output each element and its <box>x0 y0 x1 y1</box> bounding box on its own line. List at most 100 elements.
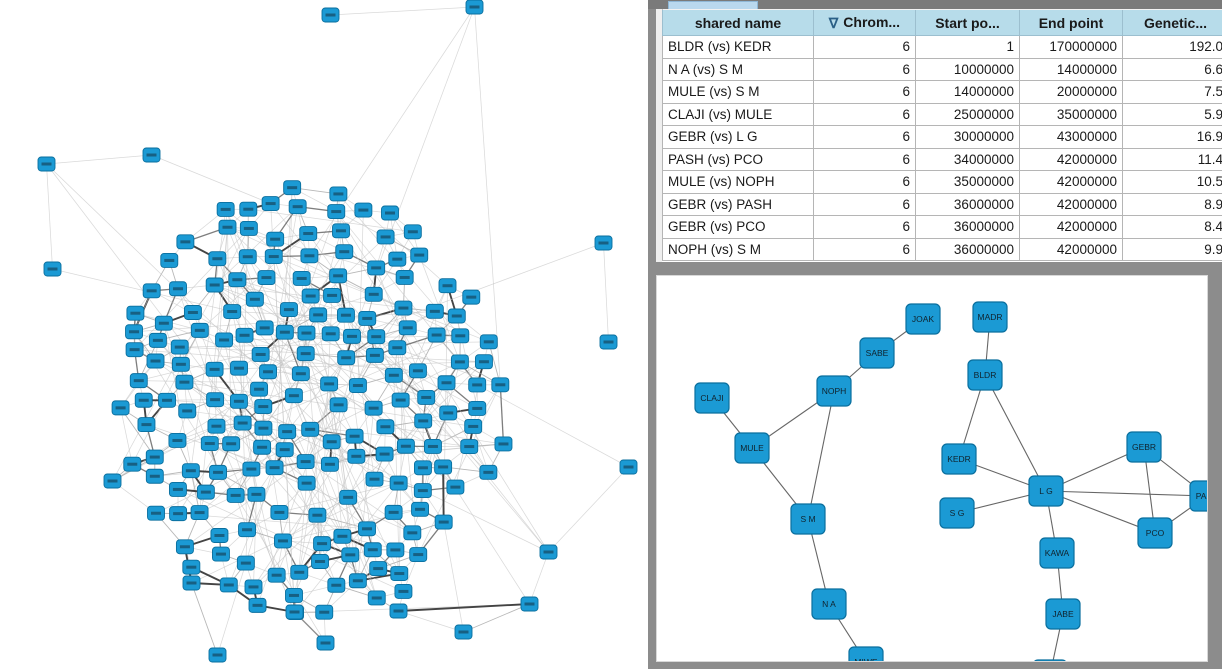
main-network-node[interactable] <box>275 442 294 458</box>
subnetwork-node-shape[interactable] <box>1137 517 1173 549</box>
main-network-node[interactable] <box>158 392 176 408</box>
main-network-edge[interactable] <box>291 187 420 256</box>
main-network-node[interactable] <box>148 332 167 348</box>
main-network-edge[interactable] <box>225 209 400 574</box>
subnetwork-canvas[interactable]: CLAJI MULE NOPH SABE JOAK S M N A MIWE MADR BLDR K… <box>657 276 1207 661</box>
table-cell-genetic[interactable]: 9.9 <box>1122 237 1222 261</box>
main-network-node[interactable] <box>434 514 453 530</box>
main-network-node[interactable] <box>283 180 302 196</box>
main-network-edge[interactable] <box>443 521 464 633</box>
main-network-node[interactable] <box>437 375 456 391</box>
main-network-node[interactable] <box>146 353 165 369</box>
main-network-edge[interactable] <box>223 339 278 576</box>
edge-table[interactable]: shared name ∇ Chrom... Start po... End point… <box>662 10 1222 261</box>
main-network-node[interactable] <box>296 346 315 362</box>
table-cell-chromosome[interactable]: 6 <box>813 57 916 81</box>
main-network-edge[interactable] <box>120 407 156 458</box>
main-network-edge[interactable] <box>253 494 257 587</box>
subnetwork-node-shape[interactable] <box>1189 480 1207 512</box>
subnetwork-edge[interactable] <box>807 390 835 520</box>
table-cell-start_point[interactable]: 35000000 <box>915 170 1020 194</box>
main-network-edge[interactable] <box>266 277 449 414</box>
main-network-node[interactable] <box>364 400 383 416</box>
table-row[interactable]: MULE (vs) S M 6 14000000 20000000 7.5 <box>662 80 1222 104</box>
main-network-edge[interactable] <box>248 208 413 233</box>
main-network-node[interactable] <box>367 260 386 276</box>
table-cell-end_point[interactable]: 42000000 <box>1019 147 1123 171</box>
edge-table-panel[interactable]: shared name ∇ Chrom... Start po... End point… <box>648 0 1222 268</box>
table-cell-end_point[interactable]: 35000000 <box>1019 102 1123 126</box>
main-network-node[interactable] <box>341 547 360 563</box>
main-network-node[interactable] <box>450 354 469 370</box>
table-cell-chromosome[interactable]: 6 <box>813 147 916 171</box>
main-network-node[interactable] <box>386 542 405 558</box>
main-network-node[interactable] <box>439 405 458 421</box>
main-network-node[interactable] <box>266 231 285 247</box>
main-network-node[interactable] <box>329 186 348 202</box>
main-network-node[interactable] <box>248 597 267 613</box>
main-network-node[interactable] <box>170 339 189 355</box>
subnetwork-nodes[interactable]: CLAJI MULE NOPH SABE JOAK S M N A MIWE MADR BLDR K… <box>694 301 1207 661</box>
main-network-node[interactable] <box>257 270 276 286</box>
main-network-edge[interactable] <box>151 154 271 204</box>
table-cell-start_point[interactable]: 36000000 <box>915 215 1020 239</box>
table-row[interactable]: PASH (vs) PCO 6 34000000 42000000 11.4 <box>662 147 1222 171</box>
subnetwork-node-shape[interactable] <box>816 375 852 407</box>
main-network-node[interactable] <box>216 201 235 217</box>
table-cell-genetic[interactable]: 16.9 <box>1122 125 1222 149</box>
main-network-node[interactable] <box>134 392 153 408</box>
main-network-node[interactable] <box>427 327 446 343</box>
main-network-edge[interactable] <box>477 384 629 468</box>
main-network-node[interactable] <box>196 484 215 500</box>
main-network-node[interactable] <box>126 305 145 321</box>
main-network-node[interactable] <box>239 201 258 217</box>
main-network-node[interactable] <box>348 573 367 589</box>
main-network-node[interactable] <box>178 403 197 419</box>
main-network-node[interactable] <box>308 507 327 523</box>
subnetwork-canvas-frame[interactable]: CLAJI MULE NOPH SABE JOAK S M N A MIWE MADR BLDR K… <box>656 275 1208 662</box>
table-cell-genetic[interactable]: 11.4 <box>1122 147 1222 171</box>
main-network-node[interactable] <box>229 393 248 409</box>
main-network-node[interactable] <box>451 328 470 344</box>
subnetwork-node-shape[interactable] <box>941 443 977 475</box>
main-network-node[interactable] <box>296 454 315 470</box>
table-row[interactable]: CLAJI (vs) MULE 6 25000000 35000000 5.9 <box>662 102 1222 126</box>
main-network-node[interactable] <box>236 555 255 571</box>
main-network-node[interactable] <box>238 249 257 265</box>
main-network-node[interactable] <box>454 624 473 640</box>
main-network-node[interactable] <box>390 566 409 581</box>
main-network-node[interactable] <box>206 392 225 408</box>
table-row[interactable]: NOPH (vs) S M 6 36000000 42000000 9.9 <box>662 237 1222 261</box>
main-network-node[interactable] <box>168 481 187 497</box>
main-network-node[interactable] <box>103 473 122 489</box>
table-cell-start_point[interactable]: 10000000 <box>915 57 1020 81</box>
main-network-node[interactable] <box>410 247 429 263</box>
main-network-node[interactable] <box>309 307 328 323</box>
main-network-node[interactable] <box>291 366 310 382</box>
main-network-edge[interactable] <box>393 375 400 574</box>
main-network-node[interactable] <box>169 281 187 297</box>
main-network-node[interactable] <box>396 438 415 454</box>
main-network-node[interactable] <box>347 448 366 464</box>
table-row[interactable]: GEBR (vs) PASH 6 36000000 42000000 8.9 <box>662 192 1222 216</box>
main-network-node[interactable] <box>327 204 346 220</box>
main-network-node[interactable] <box>145 449 164 465</box>
main-network-node[interactable] <box>321 7 340 23</box>
main-network-node[interactable] <box>254 399 273 415</box>
main-network-edge[interactable] <box>419 446 434 510</box>
subnetwork-node-shape[interactable] <box>1045 598 1081 630</box>
main-network-node[interactable] <box>299 226 318 241</box>
main-network-node[interactable] <box>327 577 346 593</box>
main-network-node[interactable] <box>438 278 457 294</box>
main-network-node[interactable] <box>389 603 408 619</box>
main-network-edge[interactable] <box>224 335 461 341</box>
table-cell-genetic[interactable]: 8.4 <box>1122 215 1222 239</box>
table-cell-shared_name[interactable]: GEBR (vs) PASH <box>662 192 814 216</box>
table-cell-shared_name[interactable]: GEBR (vs) L G <box>662 125 814 149</box>
main-network-node[interactable] <box>250 381 269 397</box>
main-network-node[interactable] <box>205 361 224 377</box>
table-cell-end_point[interactable]: 42000000 <box>1019 192 1123 216</box>
subnetwork-node[interactable]: NOPH <box>816 375 852 407</box>
main-network-node[interactable] <box>329 268 348 284</box>
main-network-node[interactable] <box>403 224 422 240</box>
